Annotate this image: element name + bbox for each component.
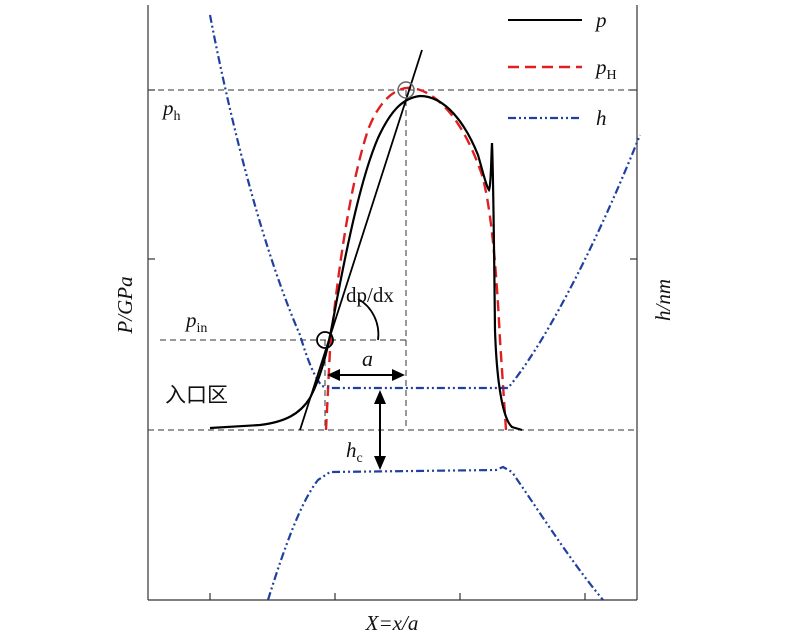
central-thickness-arrow	[374, 390, 386, 470]
tangent-line	[299, 49, 423, 431]
legend-label-pH: pH	[594, 55, 617, 83]
inlet-zone-label: 入口区	[165, 383, 228, 407]
y-axis-left-label: P/GPa	[113, 276, 137, 334]
pin-label: pin	[184, 308, 207, 336]
x-axis-label: X=x/a	[365, 611, 419, 635]
legend-label-p: p	[594, 8, 607, 32]
ph-marker-circle	[397, 81, 415, 99]
slope-angle-arc	[357, 298, 380, 341]
legend-label-h: h	[596, 106, 607, 130]
y-axis-right-label: h/nm	[651, 279, 675, 321]
hc-label: hc	[346, 438, 363, 466]
ph-label: ph	[161, 96, 181, 124]
legend: p pH h	[508, 8, 617, 130]
pin-marker-circle	[316, 331, 334, 349]
hertz-pressure-curve	[324, 86, 508, 431]
film-thickness-curve	[208, 14, 642, 390]
slope-label: dp/dx	[346, 283, 394, 307]
half-width-label: a	[362, 346, 373, 371]
axes-frame	[147, 5, 638, 601]
half-width-arrow	[327, 369, 405, 381]
film-thickness-lower-curve	[266, 465, 604, 601]
ehl-pressure-curve	[209, 94, 523, 432]
